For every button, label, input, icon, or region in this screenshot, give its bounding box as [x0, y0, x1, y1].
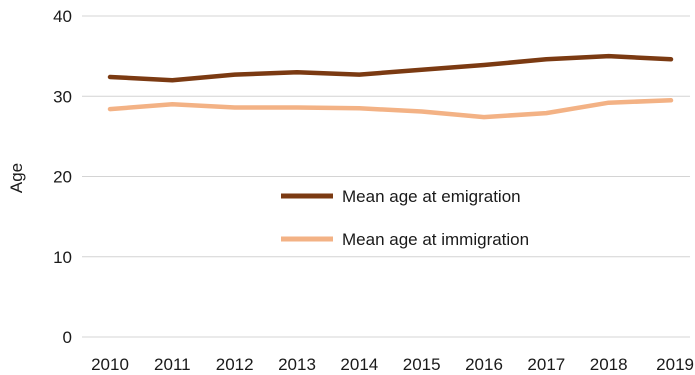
x-tick-label: 2016 — [465, 355, 503, 374]
x-tick-label: 2018 — [590, 355, 628, 374]
y-tick-label: 0 — [63, 328, 72, 347]
y-axis-ticks: 0 10 20 30 40 — [53, 7, 72, 347]
x-tick-label: 2014 — [340, 355, 378, 374]
x-tick-label: 2011 — [154, 355, 191, 374]
y-tick-label: 30 — [53, 87, 72, 106]
y-tick-label: 40 — [53, 7, 72, 26]
series-line-immigration — [107, 98, 674, 120]
x-tick-label: 2012 — [216, 355, 254, 374]
y-axis-title: Age — [7, 163, 26, 193]
gridlines — [82, 15, 690, 338]
y-tick-label: 20 — [53, 168, 72, 187]
legend-item-emigration: Mean age at emigration — [281, 187, 521, 206]
legend-label-emigration: Mean age at emigration — [342, 187, 521, 206]
x-tick-label: 2010 — [91, 355, 129, 374]
x-tick-label: 2017 — [527, 355, 565, 374]
legend-item-immigration: Mean age at immigration — [281, 230, 529, 249]
legend-label-immigration: Mean age at immigration — [342, 230, 529, 249]
x-tick-label: 2019 — [656, 355, 694, 374]
series-line-emigration — [107, 53, 674, 83]
y-tick-label: 10 — [53, 248, 72, 267]
x-axis-ticks: 2010 2011 2012 2013 2014 2015 2016 2017 2018 2019 — [91, 355, 694, 374]
series-lines — [107, 53, 674, 120]
legend: Mean age at emigration Mean age at immig… — [281, 187, 529, 249]
x-tick-label: 2015 — [403, 355, 441, 374]
x-tick-label: 2013 — [278, 355, 316, 374]
